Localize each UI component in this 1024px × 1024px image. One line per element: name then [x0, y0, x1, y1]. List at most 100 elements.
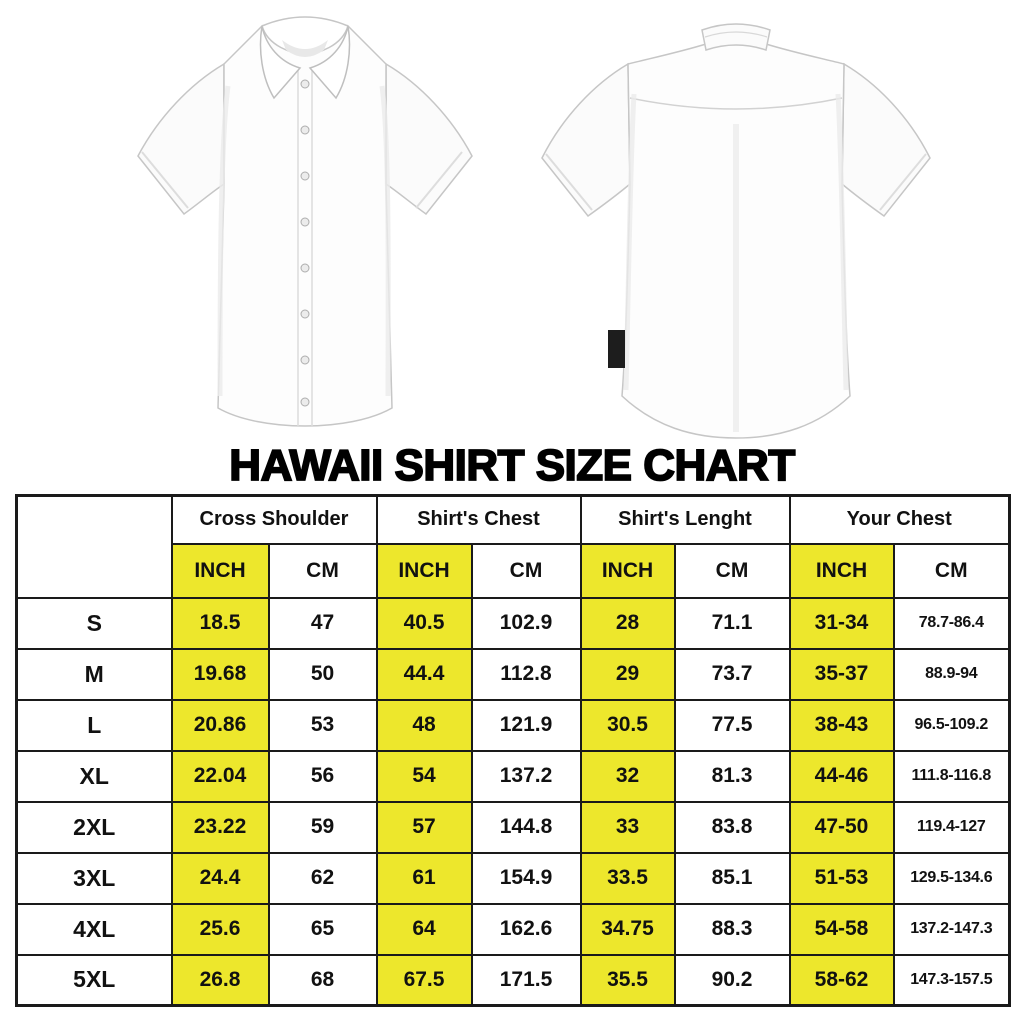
cell-shirts-chest-cm: 154.9	[470, 851, 582, 905]
unit-header-inch: INCH	[788, 542, 895, 599]
table-row-xl: XL 22.04 56 54 137.2 32 81.3 44-46 111.8…	[15, 749, 1011, 803]
cell-shirts-lenght-inch: 33.5	[579, 851, 676, 905]
cell-shirts-lenght-inch: 35.5	[579, 953, 676, 1007]
cell-shirts-chest-inch: 67.5	[375, 953, 473, 1007]
cell-shirts-lenght-cm: 83.8	[673, 800, 791, 854]
unit-header-inch: INCH	[375, 542, 473, 599]
size-cell: S	[15, 596, 173, 650]
cell-your-chest-inch: 47-50	[788, 800, 895, 854]
back-shirt-svg	[541, 23, 931, 439]
cell-cross-shoulder-inch: 23.22	[170, 800, 270, 854]
cell-your-chest-inch: 54-58	[788, 902, 895, 956]
cell-shirts-chest-inch: 57	[375, 800, 473, 854]
unit-header-inch: INCH	[579, 542, 676, 599]
unit-header-inch: INCH	[170, 542, 270, 599]
cell-shirts-lenght-cm: 85.1	[673, 851, 791, 905]
cell-shirts-lenght-cm: 77.5	[673, 698, 791, 752]
cell-your-chest-cm: 147.3-157.5	[892, 953, 1011, 1007]
table-row-2xl: 2XL 23.22 59 57 144.8 33 83.8 47-50 119.…	[15, 800, 1011, 854]
table-row-l: L 20.86 53 48 121.9 30.5 77.5 38-43 96.5…	[15, 698, 1011, 752]
cell-your-chest-inch: 38-43	[788, 698, 895, 752]
cell-cross-shoulder-cm: 56	[267, 749, 378, 803]
cell-cross-shoulder-cm: 65	[267, 902, 378, 956]
cell-shirts-lenght-inch: 32	[579, 749, 676, 803]
cell-shirts-lenght-inch: 29	[579, 647, 676, 701]
cell-cross-shoulder-inch: 19.68	[170, 647, 270, 701]
cell-your-chest-cm: 111.8-116.8	[892, 749, 1011, 803]
group-header-row: Cross Shoulder Shirt's Chest Shirt's Len…	[15, 494, 1011, 599]
front-shirt-svg	[137, 16, 473, 427]
size-cell: 5XL	[15, 953, 173, 1007]
cell-shirts-lenght-inch: 28	[579, 596, 676, 650]
cell-your-chest-inch: 44-46	[788, 749, 895, 803]
corner-cell	[15, 494, 173, 599]
unit-header-cm: CM	[673, 542, 791, 599]
cell-cross-shoulder-cm: 47	[267, 596, 378, 650]
cell-your-chest-cm: 78.7-86.4	[892, 596, 1011, 650]
cell-your-chest-cm: 129.5-134.6	[892, 851, 1011, 905]
cell-shirts-chest-inch: 61	[375, 851, 473, 905]
cell-your-chest-inch: 35-37	[788, 647, 895, 701]
cell-shirts-chest-inch: 64	[375, 902, 473, 956]
hem-tag	[608, 330, 625, 368]
cell-cross-shoulder-inch: 22.04	[170, 749, 270, 803]
cell-cross-shoulder-inch: 25.6	[170, 902, 270, 956]
cell-shirts-lenght-cm: 88.3	[673, 902, 791, 956]
front-shirt-image	[128, 6, 476, 442]
group-header-shirts-lenght: Shirt's Lenght	[579, 494, 791, 545]
cell-shirts-chest-cm: 137.2	[470, 749, 582, 803]
cell-shirts-chest-cm: 144.8	[470, 800, 582, 854]
cell-shirts-lenght-cm: 73.7	[673, 647, 791, 701]
cell-your-chest-inch: 31-34	[788, 596, 895, 650]
cell-shirts-lenght-cm: 71.1	[673, 596, 791, 650]
group-header-your-chest: Your Chest	[788, 494, 1011, 545]
cell-your-chest-inch: 58-62	[788, 953, 895, 1007]
cell-your-chest-cm: 119.4-127	[892, 800, 1011, 854]
size-chart-table: Cross Shoulder Shirt's Chest Shirt's Len…	[15, 494, 1011, 1007]
cell-cross-shoulder-inch: 26.8	[170, 953, 270, 1007]
table-row-4xl: 4XL 25.6 65 64 162.6 34.75 88.3 54-58 13…	[15, 902, 1011, 956]
size-cell: 2XL	[15, 800, 173, 854]
cell-cross-shoulder-cm: 59	[267, 800, 378, 854]
cell-cross-shoulder-cm: 62	[267, 851, 378, 905]
cell-cross-shoulder-cm: 53	[267, 698, 378, 752]
cell-shirts-chest-inch: 40.5	[375, 596, 473, 650]
table-row-5xl: 5XL 26.8 68 67.5 171.5 35.5 90.2 58-62 1…	[15, 953, 1011, 1007]
cell-your-chest-cm: 137.2-147.3	[892, 902, 1011, 956]
group-header-cross-shoulder: Cross Shoulder	[170, 494, 378, 545]
table-row-m: M 19.68 50 44.4 112.8 29 73.7 35-37 88.9…	[15, 647, 1011, 701]
unit-header-cm: CM	[470, 542, 582, 599]
cell-cross-shoulder-cm: 50	[267, 647, 378, 701]
cell-your-chest-inch: 51-53	[788, 851, 895, 905]
cell-your-chest-cm: 88.9-94	[892, 647, 1011, 701]
table-row-s: S 18.5 47 40.5 102.9 28 71.1 31-34 78.7-…	[15, 596, 1011, 650]
size-cell: M	[15, 647, 173, 701]
cell-shirts-lenght-cm: 81.3	[673, 749, 791, 803]
page-title: HAWAII SHIRT SIZE CHART	[228, 441, 796, 491]
size-cell: 4XL	[15, 902, 173, 956]
cell-shirts-chest-cm: 112.8	[470, 647, 582, 701]
table-row-3xl: 3XL 24.4 62 61 154.9 33.5 85.1 51-53 129…	[15, 851, 1011, 905]
cell-shirts-lenght-cm: 90.2	[673, 953, 791, 1007]
size-cell: L	[15, 698, 173, 752]
cell-cross-shoulder-inch: 24.4	[170, 851, 270, 905]
cell-cross-shoulder-inch: 18.5	[170, 596, 270, 650]
unit-header-cm: CM	[267, 542, 378, 599]
cell-shirts-chest-cm: 171.5	[470, 953, 582, 1007]
cell-shirts-chest-cm: 102.9	[470, 596, 582, 650]
size-cell: XL	[15, 749, 173, 803]
cell-cross-shoulder-cm: 68	[267, 953, 378, 1007]
cell-shirts-chest-inch: 48	[375, 698, 473, 752]
cell-shirts-lenght-inch: 34.75	[579, 902, 676, 956]
cell-shirts-lenght-inch: 30.5	[579, 698, 676, 752]
unit-header-cm: CM	[892, 542, 1011, 599]
cell-shirts-chest-cm: 162.6	[470, 902, 582, 956]
cell-your-chest-cm: 96.5-109.2	[892, 698, 1011, 752]
cell-cross-shoulder-inch: 20.86	[170, 698, 270, 752]
back-shirt-image	[536, 14, 936, 442]
unit-header-row: INCH CM INCH CM INCH CM INCH CM	[17, 542, 1011, 599]
cell-shirts-lenght-inch: 33	[579, 800, 676, 854]
cell-shirts-chest-inch: 44.4	[375, 647, 473, 701]
group-header-shirts-chest: Shirt's Chest	[375, 494, 582, 545]
cell-shirts-chest-inch: 54	[375, 749, 473, 803]
